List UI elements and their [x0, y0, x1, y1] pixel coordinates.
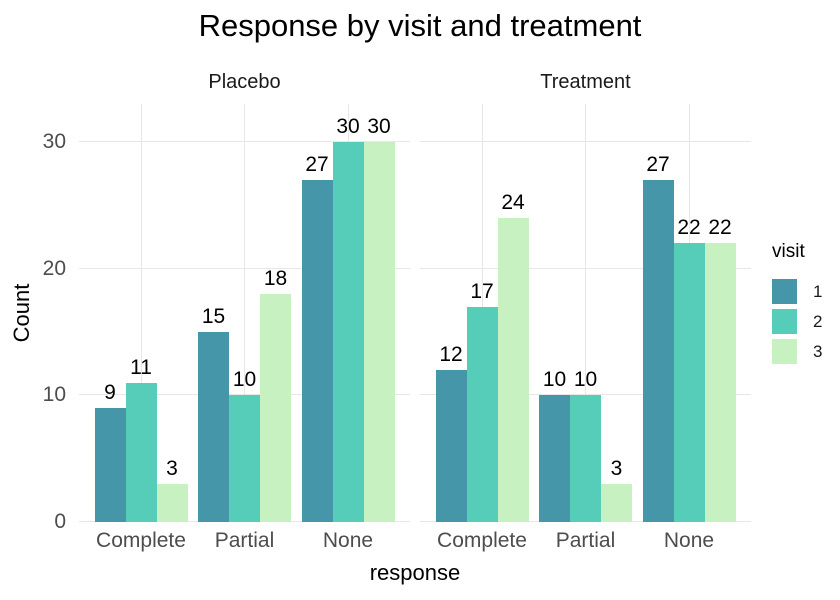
- bar: [497, 218, 529, 522]
- facet-panel: 12 17 24 10 10 3 27 22 22: [420, 104, 751, 522]
- bar: [332, 142, 364, 522]
- bar: [673, 243, 705, 522]
- bar-value-label: 27: [646, 153, 670, 176]
- facet-panel: 9 11 3 15 10 18 27 30 30: [79, 104, 410, 522]
- bar-value-label: 15: [201, 305, 226, 328]
- vertical-gridline: [244, 104, 245, 522]
- bar-value-label: 24: [501, 191, 525, 214]
- bar: [198, 332, 229, 522]
- facet-strip-label: Placebo: [208, 71, 281, 93]
- x-axis-tick-label: None: [322, 529, 374, 552]
- bar: [642, 180, 674, 522]
- chart-title: Response by visit and treatment: [198, 8, 642, 43]
- y-axis-tick-label: 20: [42, 256, 66, 280]
- bar: [435, 370, 467, 522]
- x-axis-tick-label: Partial: [214, 529, 275, 552]
- bar: [125, 382, 157, 522]
- legend-entry-label: 1: [813, 281, 823, 301]
- y-axis-tick-label: 0: [54, 510, 66, 533]
- bar-value-label: 30: [367, 115, 391, 138]
- bar: [601, 484, 632, 522]
- x-axis-title: response: [369, 560, 461, 585]
- y-axis-tick-label: 10: [42, 383, 66, 407]
- bar: [94, 408, 126, 522]
- x-axis-tick-label: Complete: [96, 529, 186, 552]
- bar: [301, 180, 333, 522]
- bar: [229, 395, 260, 522]
- bar: [363, 142, 395, 522]
- legend-title: visit: [772, 241, 805, 262]
- facet-strip-label: Treatment: [540, 71, 631, 93]
- legend-key-swatch: [772, 279, 797, 304]
- bar-value-label: 22: [708, 216, 732, 240]
- vertical-gridline: [140, 104, 142, 522]
- bar: [570, 395, 601, 522]
- x-axis-tick-label: Partial: [555, 529, 616, 552]
- bar-value-label: 10: [542, 368, 567, 392]
- legend-entry-label: 3: [813, 341, 823, 361]
- vertical-gridline: [585, 104, 586, 522]
- bar: [466, 306, 498, 522]
- legend-key-swatch: [772, 309, 797, 334]
- bar: [156, 484, 188, 522]
- y-axis-tick-label: 30: [42, 130, 66, 153]
- bar: [704, 243, 736, 522]
- bar: [539, 395, 570, 522]
- bar-value-label: 18: [263, 267, 288, 290]
- x-axis-tick-label: None: [663, 529, 715, 552]
- y-axis-title: Count: [9, 283, 34, 343]
- legend-entry: 3: [772, 339, 822, 364]
- legend-key-swatch: [772, 339, 797, 364]
- bar: [260, 294, 291, 522]
- legend-entry: 1: [772, 279, 822, 304]
- legend-entry-label: 2: [813, 311, 823, 331]
- x-axis-tick-label: Complete: [437, 529, 527, 552]
- legend-entry: 2: [772, 309, 822, 334]
